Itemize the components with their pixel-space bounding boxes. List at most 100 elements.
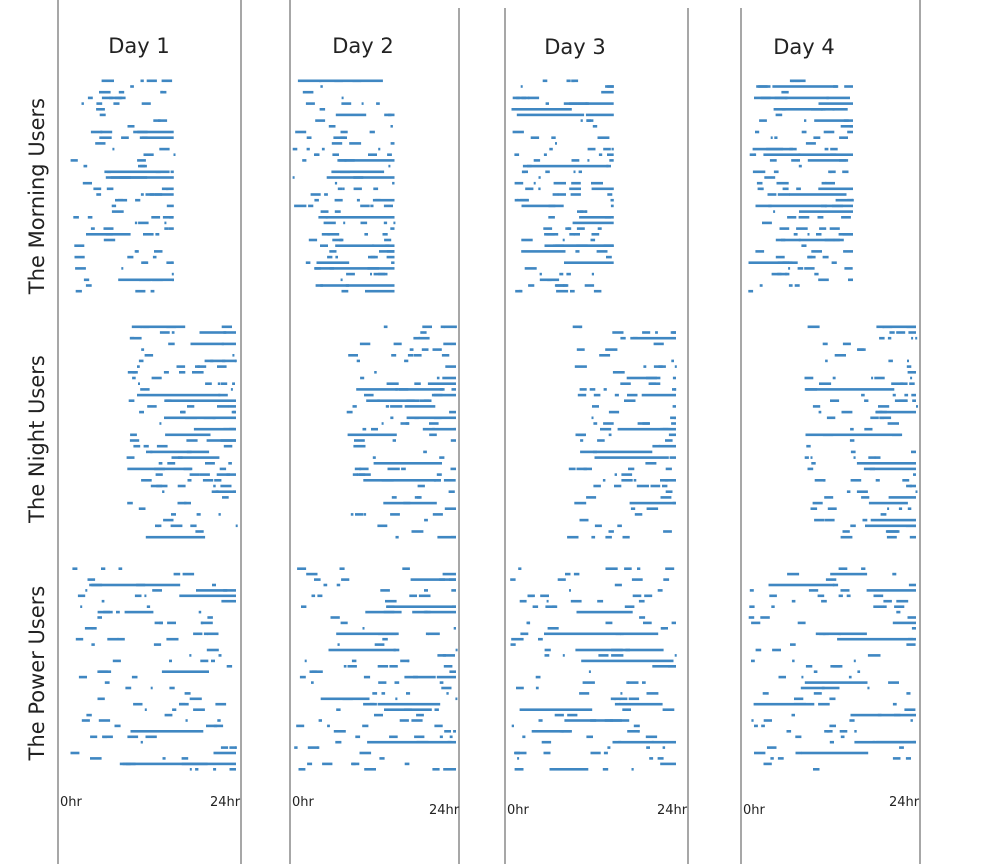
activity-segment xyxy=(657,757,664,760)
activity-segment xyxy=(158,119,168,122)
activity-segment xyxy=(788,284,793,287)
activity-segment xyxy=(305,102,315,105)
activity-segment xyxy=(165,433,211,437)
activity-segment xyxy=(301,605,307,608)
activity-segment xyxy=(215,702,227,706)
activity-segment xyxy=(608,410,620,414)
activity-segment xyxy=(751,659,755,663)
activity-segment xyxy=(118,90,125,94)
activity-segment xyxy=(904,708,916,711)
activity-segment xyxy=(171,272,174,276)
activity-segment xyxy=(842,342,851,346)
activity-segment xyxy=(215,490,236,493)
activity-segment xyxy=(107,637,119,641)
activity-segment xyxy=(135,289,146,293)
activity-segment xyxy=(551,136,556,139)
activity-segment xyxy=(524,267,537,270)
activity-segment xyxy=(749,153,756,156)
activity-segment xyxy=(219,467,227,471)
activity-segment xyxy=(532,605,539,608)
activity-segment xyxy=(295,130,307,134)
activity-segment xyxy=(372,456,376,459)
activity-segment xyxy=(338,159,347,162)
activity-segment xyxy=(892,621,916,625)
activity-segment xyxy=(138,507,146,510)
activity-segment xyxy=(847,130,853,134)
activity-segment xyxy=(165,399,172,402)
activity-segment xyxy=(292,147,298,151)
activity-segment xyxy=(454,325,457,329)
activity-segment xyxy=(306,136,312,139)
activity-segment xyxy=(130,85,134,88)
activity-segment xyxy=(453,627,456,630)
activity-segment xyxy=(830,665,843,668)
activity-segment xyxy=(349,142,362,145)
activity-segment xyxy=(511,108,572,111)
activity-segment xyxy=(193,427,236,431)
activity-segment xyxy=(112,659,121,663)
activity-segment xyxy=(527,621,531,625)
activity-segment xyxy=(867,686,870,690)
activity-segment xyxy=(318,719,322,722)
activity-segment xyxy=(813,768,820,771)
activity-segment xyxy=(614,473,617,476)
activity-segment xyxy=(126,456,135,459)
activity-segment xyxy=(514,181,524,185)
activity-segment xyxy=(891,382,904,385)
activity-segment xyxy=(756,181,763,185)
activity-segment xyxy=(567,227,570,230)
activity-segment xyxy=(805,433,903,437)
activity-segment xyxy=(356,473,366,476)
activity-segment xyxy=(605,85,614,88)
activity-segment xyxy=(144,594,147,598)
activity-segment xyxy=(812,501,823,505)
activity-segment xyxy=(636,484,649,488)
activity-segment xyxy=(453,427,456,431)
activity-segment xyxy=(652,444,661,448)
activity-segment xyxy=(896,599,909,603)
activity-segment xyxy=(853,659,856,663)
activity-segment xyxy=(222,496,229,499)
activity-segment xyxy=(190,524,197,528)
activity-segment xyxy=(818,702,830,706)
activity-segment xyxy=(566,79,571,83)
activity-segment xyxy=(134,221,138,225)
activity-segment xyxy=(401,467,406,471)
activity-segment xyxy=(546,599,549,603)
activity-segment xyxy=(97,616,102,619)
activity-segment xyxy=(620,336,626,340)
activity-segment xyxy=(908,331,916,334)
activity-segment xyxy=(898,507,903,510)
activity-segment xyxy=(576,227,585,230)
activity-segment xyxy=(335,740,342,744)
activity-segment xyxy=(674,416,676,420)
activity-segment xyxy=(630,336,638,340)
activity-segment xyxy=(332,238,344,242)
activity-segment xyxy=(848,278,853,282)
activity-segment xyxy=(141,348,145,351)
activity-segment xyxy=(569,233,575,236)
activity-segment xyxy=(373,187,379,191)
activity-segment xyxy=(557,578,566,581)
activity-segment xyxy=(539,272,542,276)
activity-segment xyxy=(390,513,400,516)
activity-segment xyxy=(762,221,772,225)
activity-segment xyxy=(395,535,399,539)
activity-segment xyxy=(170,524,183,528)
activity-segment xyxy=(579,216,614,219)
activity-segment xyxy=(779,227,790,230)
activity-segment xyxy=(205,462,215,465)
activity-segment xyxy=(335,244,395,247)
activity-segment xyxy=(334,79,343,83)
activity-segment xyxy=(877,713,882,717)
activity-segment xyxy=(162,490,165,493)
activity-segment xyxy=(528,284,535,287)
activity-segment xyxy=(591,416,594,420)
activity-segment xyxy=(306,572,318,576)
activity-segment xyxy=(555,142,557,145)
activity-segment xyxy=(200,659,209,663)
activity-segment xyxy=(643,621,652,625)
activity-segment xyxy=(906,643,916,646)
activity-segment xyxy=(139,410,144,414)
activity-segment xyxy=(748,616,755,619)
